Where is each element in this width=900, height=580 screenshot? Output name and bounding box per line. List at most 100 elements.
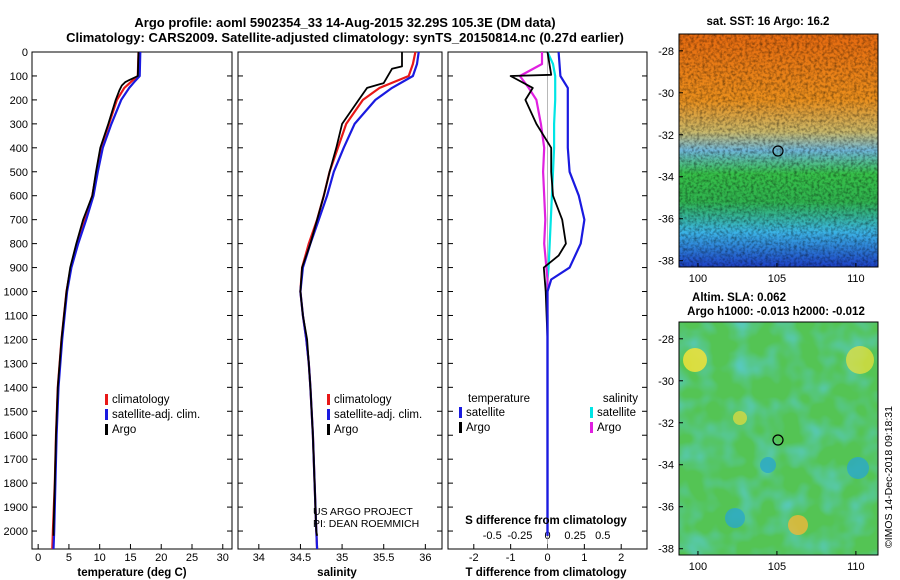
depth-tick-label: 300 <box>10 119 28 131</box>
depth-tick-label: 700 <box>10 215 28 227</box>
depth-tick-label: 1600 <box>4 430 28 442</box>
salinity-argo-line <box>299 52 403 536</box>
sla-blob <box>847 457 869 479</box>
sst-map-argo-marker <box>772 145 784 157</box>
depth-tick-label: 1800 <box>4 478 28 490</box>
difference-xtick-label: -2 <box>469 552 479 564</box>
depth-tick-label: 0 <box>22 47 28 59</box>
imos-credit: ©IMOS 14-Dec-2018 09:18:31 <box>883 406 895 548</box>
temperature-legend-swatch <box>105 409 108 420</box>
depth-tick-label: 1300 <box>4 358 28 370</box>
difference-legend-s-argo-label: Argo <box>597 422 621 434</box>
sla-map-title: Altim. SLA: 0.062 <box>692 292 786 304</box>
depth-tick-label: 600 <box>10 191 28 203</box>
salinity-xlabel: salinity <box>317 567 357 579</box>
sla_map-ytick-label: -34 <box>658 460 674 472</box>
salinity-frame <box>237 51 443 550</box>
sla_map-xtick-label: 110 <box>847 561 865 573</box>
sla-map-ticks: 100 105 110 -28 -30 -32 -34 -36 -38 <box>658 334 865 573</box>
difference-xtick-label: 0 <box>544 552 550 564</box>
depth-tick-label: 800 <box>10 239 28 251</box>
sla-blob <box>683 348 707 372</box>
depth-tick-label: 1200 <box>4 334 28 346</box>
sst_map-xtick-label: 110 <box>847 273 865 285</box>
difference-s-tick-label: -0.5 <box>483 530 502 542</box>
salinity-legend-swatch <box>327 424 330 435</box>
temperature-legend-label: Argo <box>112 424 136 436</box>
temperature-xtick-label: 5 <box>66 552 72 564</box>
sla-blob <box>760 457 776 473</box>
sst_map-ytick-label: -38 <box>658 256 674 268</box>
temperature-panel: 0 5 10 15 20 25 30 climatology satellite-adj. cl… <box>31 51 233 564</box>
difference-xtick-label: 1 <box>581 552 587 564</box>
difference-legend-t-argo-swatch <box>459 422 462 433</box>
depth-tick-label: 400 <box>10 143 28 155</box>
temperature-xtick-label: 10 <box>94 552 106 564</box>
difference-panel: -2 -1 0 1 2-0.5 -0.25 0 0.25 0.5temperaturesatel… <box>447 51 648 564</box>
difference-legend-t-satellite-swatch <box>459 407 462 418</box>
sla-blob <box>725 508 745 528</box>
salinity-xtick-label: 36 <box>419 552 431 564</box>
salinity-legend-label: climatology <box>334 394 392 406</box>
salinity-legend-label: satellite-adj. clim. <box>334 409 422 421</box>
sla_map-xtick-label: 105 <box>768 561 786 573</box>
sla-map-argo-marker <box>772 434 784 446</box>
difference-xtick-label: -1 <box>506 552 516 564</box>
difference-legend-s-satellite-swatch <box>590 407 593 418</box>
s-difference-label: S difference from climatology <box>465 515 627 527</box>
difference-t-satellite-line <box>546 51 586 536</box>
sla-blob <box>788 515 808 535</box>
temperature-argo-line <box>52 51 140 536</box>
depth-tick-label: 1000 <box>4 287 28 299</box>
temperature-xtick-label: 25 <box>186 552 198 564</box>
sla-map-subtitle: Argo h1000: -0.013 h2000: -0.012 <box>687 306 865 318</box>
temperature-legend-label: climatology <box>112 394 170 406</box>
depth-tick-label: 1500 <box>4 406 28 418</box>
temperature-legend-swatch <box>105 394 108 405</box>
depth-tick-label: 1900 <box>4 502 28 514</box>
sla-blob <box>733 411 747 425</box>
sst_map-ytick-label: -34 <box>658 172 674 184</box>
depth-tick-label: 1400 <box>4 382 28 394</box>
difference-s-tick-label: 0.5 <box>595 530 610 542</box>
sla_map-ytick-label: -28 <box>658 334 674 346</box>
difference-legend-s-satellite-label: satellite <box>597 407 636 419</box>
pi-credit: PI: DEAN ROEMMICH <box>313 518 419 530</box>
temperature-legend-swatch <box>105 424 108 435</box>
temperature-legend-label: satellite-adj. clim. <box>112 409 200 421</box>
depth-tick-label: 500 <box>10 167 28 179</box>
depth-tick-label: 1700 <box>4 454 28 466</box>
sst_map-xtick-label: 105 <box>768 273 786 285</box>
salinity-panel: 34 34.5 35 35.5 36 climatology satellite-adj. … <box>237 51 443 564</box>
difference-legend-s-argo-swatch <box>590 422 593 433</box>
project-credit: US ARGO PROJECT <box>313 506 413 518</box>
sla-map-texture <box>679 322 878 555</box>
sla_map-ytick-label: -32 <box>658 418 674 430</box>
salinity-legend-swatch <box>327 394 330 405</box>
temperature-xtick-label: 30 <box>217 552 229 564</box>
sst-map-title: sat. SST: 16 Argo: 16.2 <box>707 16 830 28</box>
sst-map-frame <box>678 33 879 268</box>
difference-xlabel: T difference from climatology <box>465 567 627 579</box>
depth-tick-label: 200 <box>10 95 28 107</box>
depth-tick-label: 900 <box>10 263 28 275</box>
sst-map: sat. SST: 16 Argo: 16.2 100 105 110 -28 -30 -… <box>658 16 879 285</box>
sst_map-ytick-label: -32 <box>658 130 674 142</box>
sla_map-ytick-label: -30 <box>658 376 674 388</box>
sla-map: Altim. SLA: 0.062 Argo h1000: -0.013 h20… <box>658 292 879 573</box>
temperature-xtick-label: 15 <box>124 552 136 564</box>
salinity-xtick-label: 34 <box>253 552 265 564</box>
difference-legend-t-argo-label: Argo <box>466 422 490 434</box>
temperature-xlabel: temperature (deg C) <box>77 567 186 579</box>
figure-title-line1: Argo profile: aoml 5902354_33 14-Aug-201… <box>134 15 555 30</box>
sst-map-texture <box>679 34 878 267</box>
temperature-xtick-label: 0 <box>35 552 41 564</box>
difference-s-tick-label: 0.25 <box>564 530 585 542</box>
sst_map-xtick-label: 100 <box>689 273 707 285</box>
temperature-xtick-label: 20 <box>155 552 167 564</box>
depth-tick-label: 2000 <box>4 526 28 538</box>
difference-legend-t-satellite-label: satellite <box>466 407 505 419</box>
sla-blob <box>846 346 874 374</box>
sla_map-ytick-label: -36 <box>658 502 674 514</box>
